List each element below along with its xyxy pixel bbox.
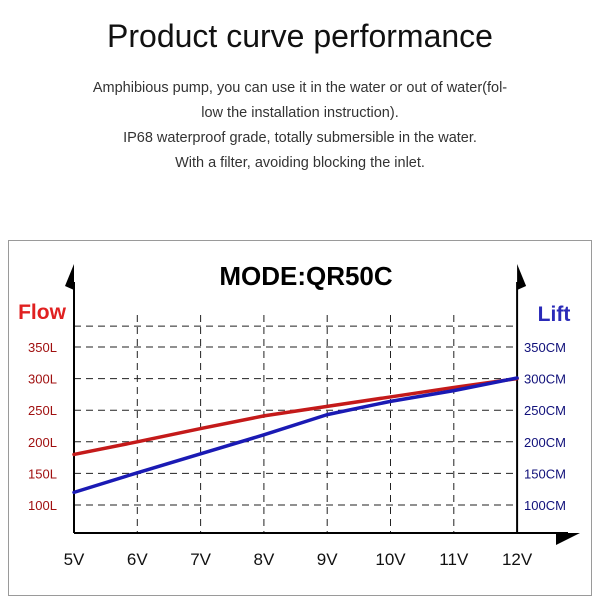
flow-axis-title: Flow [18, 301, 66, 324]
flow-tick-label: 150L [28, 466, 57, 481]
description: Amphibious pump, you can use it in the w… [50, 76, 550, 176]
chart-panel [8, 240, 592, 596]
axis-labels: 100L 150L 200L 250L 300L 350L 100CM 150CM 200CM 2… [28, 340, 566, 569]
x-tick-label: 6V [127, 550, 148, 569]
x-tick-label: 7V [190, 550, 211, 569]
description-line: Amphibious pump, you can use it in the w… [92, 80, 508, 96]
flow-series-line [72, 376, 519, 457]
x-tick-label: 5V [64, 550, 85, 569]
x-tick-label: 8V [254, 550, 275, 569]
lift-axis-title: Lift [538, 303, 571, 326]
description-line: low the installation instruction). [201, 105, 399, 121]
lift-tick-label: 300CM [524, 372, 566, 387]
x-tick-label: 12V [502, 550, 533, 569]
series-lines [72, 376, 519, 495]
page-title: Product curve performance [107, 18, 493, 54]
x-tick-label: 9V [317, 550, 338, 569]
left-axis-arrow-icon [65, 264, 74, 290]
description-line: With a filter, avoiding blocking the inl… [175, 155, 425, 171]
lift-series-line [72, 376, 519, 495]
flow-tick-label: 250L [28, 403, 57, 418]
lift-tick-label: 350CM [524, 340, 566, 355]
flow-tick-label: 100L [28, 498, 57, 513]
lift-tick-label: 100CM [524, 498, 566, 513]
lift-tick-label: 250CM [524, 403, 566, 418]
right-axis-arrow-icon [517, 264, 527, 290]
x-tick-label: 10V [375, 550, 406, 569]
flow-tick-label: 300L [28, 372, 57, 387]
lift-tick-label: 200CM [524, 435, 566, 450]
flow-tick-label: 200L [28, 435, 57, 450]
axes [65, 264, 580, 545]
chart-title: MODE:QR50C [219, 261, 393, 291]
x-tick-label: 11V [439, 550, 469, 569]
x-axis-arrow-icon [556, 533, 580, 545]
description-line: IP68 waterproof grade, totally submersib… [123, 130, 477, 146]
lift-tick-label: 150CM [524, 466, 566, 481]
flow-tick-label: 350L [28, 340, 57, 355]
